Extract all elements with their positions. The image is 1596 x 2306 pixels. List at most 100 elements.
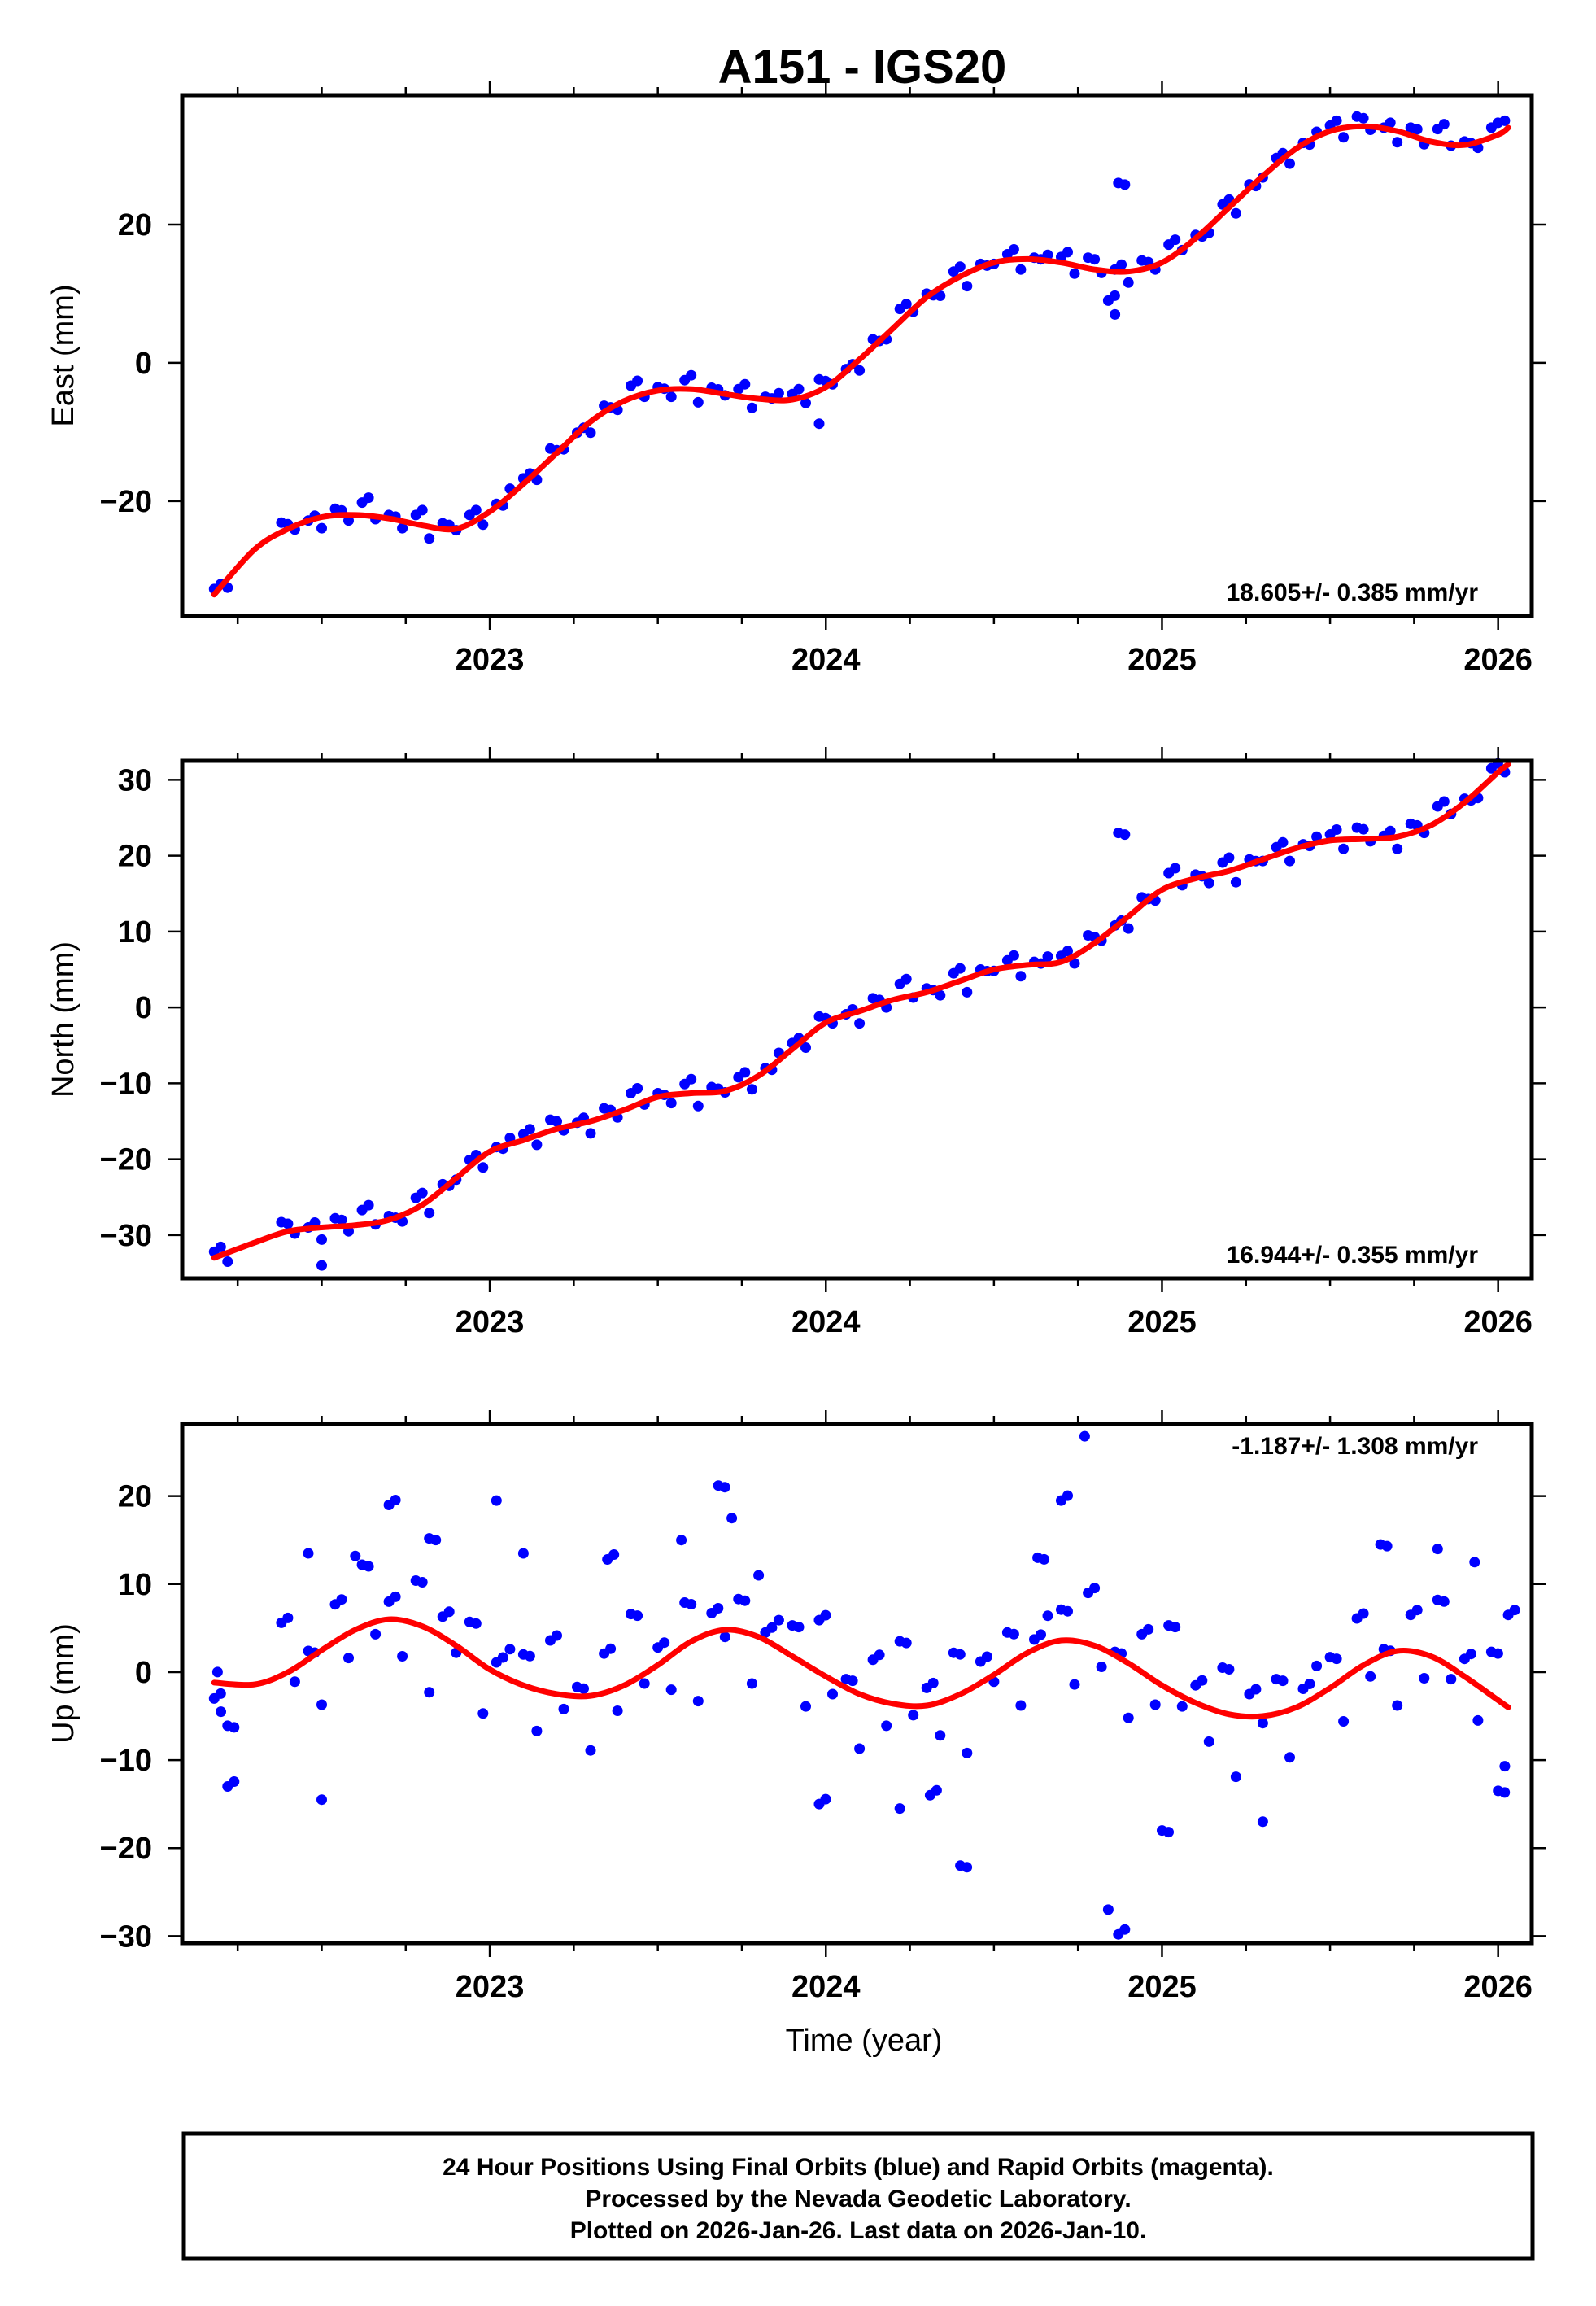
east-data-point <box>1110 308 1121 320</box>
x-tick-label: 2023 <box>456 1305 525 1339</box>
up-data-point <box>665 1684 677 1696</box>
up-data-point <box>1438 1596 1450 1607</box>
up-data-point <box>1089 1583 1101 1594</box>
north-data-point <box>1223 852 1235 863</box>
up-data-point <box>800 1701 811 1712</box>
up-data-point <box>793 1622 805 1633</box>
up-data-point <box>390 1495 401 1505</box>
east-data-point <box>1284 158 1295 169</box>
north-data-point <box>416 1187 428 1199</box>
east-data-point <box>1385 117 1396 129</box>
north-data-point <box>1338 843 1350 854</box>
east-data-point <box>632 375 643 387</box>
up-data-point <box>881 1720 892 1732</box>
up-rate-label: -1.187+/- 1.308 mm/yr <box>1232 1433 1478 1460</box>
east-data-point <box>363 492 374 504</box>
x-tick-label: 2025 <box>1127 1970 1197 2004</box>
north-data-point <box>692 1100 704 1112</box>
up-data-point <box>1096 1662 1107 1672</box>
x-tick-label: 2026 <box>1463 643 1533 677</box>
up-data-point <box>477 1708 489 1719</box>
north-data-point <box>962 986 973 998</box>
up-data-point <box>336 1594 347 1605</box>
x-tick-label: 2023 <box>456 643 525 677</box>
up-data-point <box>820 1793 831 1805</box>
east-data-point <box>1119 179 1131 190</box>
up-data-point <box>753 1570 765 1581</box>
up-data-point <box>1143 1623 1154 1635</box>
north-data-point <box>1385 825 1396 836</box>
north-data-point <box>222 1256 233 1267</box>
up-data-point <box>1304 1679 1315 1689</box>
up-data-point <box>1338 1716 1350 1727</box>
north-data-point <box>424 1208 435 1219</box>
north-data-point <box>282 1218 294 1229</box>
up-data-point <box>773 1614 784 1626</box>
north-data-point <box>1062 946 1073 957</box>
east-data-point <box>470 504 482 516</box>
panel-up: 2023 2024 2025 2026 −30 −20 −10 0 10 20 Up (mm) -… <box>46 1410 1546 2004</box>
footer-box: 24 Hour Positions Using Final Orbits (bl… <box>181 2131 1535 2261</box>
up-data-point <box>931 1784 942 1796</box>
y-tick-label: 20 <box>118 1480 152 1514</box>
north-data-point <box>1008 950 1019 961</box>
up-data-point <box>416 1577 428 1588</box>
east-data-point <box>1116 259 1127 270</box>
up-data-point <box>692 1696 704 1707</box>
up-data-point <box>1446 1674 1457 1685</box>
up-data-point <box>612 1705 623 1716</box>
up-data-point <box>1062 1605 1073 1617</box>
up-data-point <box>1499 1761 1511 1772</box>
east-data-point <box>1392 137 1403 148</box>
y-tick-label: 0 <box>135 347 152 381</box>
up-data-point <box>229 1722 240 1733</box>
up-data-point <box>1230 1771 1241 1783</box>
east-data-point <box>1069 268 1080 279</box>
east-data-point <box>1438 119 1450 130</box>
north-data-point <box>1170 863 1181 874</box>
x-tick-label: 2025 <box>1127 1305 1197 1339</box>
east-data-point <box>1008 244 1019 255</box>
up-data-point <box>1284 1752 1295 1763</box>
up-data-point <box>659 1637 670 1649</box>
up-data-point <box>1176 1701 1188 1712</box>
up-data-point <box>726 1513 738 1524</box>
up-data-point <box>1223 1664 1235 1675</box>
up-data-point <box>935 1730 946 1741</box>
y-tick-label: −20 <box>100 1832 152 1866</box>
up-data-point <box>1411 1605 1423 1616</box>
up-data-point <box>1203 1736 1214 1747</box>
up-data-point <box>1499 1787 1511 1798</box>
north-data-point <box>477 1162 489 1173</box>
north-data-point <box>1230 876 1241 888</box>
up-data-point <box>363 1561 374 1572</box>
north-data-point <box>316 1234 327 1245</box>
up-data-point <box>1472 1714 1484 1726</box>
up-data-point <box>303 1548 314 1559</box>
x-tick-label: 2026 <box>1463 1305 1533 1339</box>
up-data-point <box>491 1495 502 1506</box>
north-data-point <box>954 963 966 974</box>
up-data-point <box>1015 1700 1027 1711</box>
up-data-point <box>1250 1684 1262 1695</box>
east-data-point <box>1170 234 1181 246</box>
up-data-point <box>316 1794 327 1806</box>
east-fit-line <box>211 123 1511 598</box>
up-data-point <box>962 1747 973 1758</box>
north-data-point <box>1311 831 1323 842</box>
north-data-point <box>1438 796 1450 807</box>
north-ylabel: North (mm) <box>46 941 81 1098</box>
footer-line-3: Plotted on 2026-Jan-26. Last data on 202… <box>570 2217 1147 2244</box>
north-data-point <box>1331 824 1342 835</box>
up-data-point <box>216 1706 226 1718</box>
up-data-point <box>430 1535 442 1546</box>
up-data-point <box>686 1599 697 1609</box>
north-data-point <box>316 1260 327 1271</box>
east-data-point <box>813 418 825 430</box>
east-data-point <box>1492 117 1503 129</box>
up-data-point <box>470 1618 482 1629</box>
y-tick-label: −20 <box>100 1143 152 1177</box>
north-data-point <box>739 1067 751 1078</box>
north-data-point <box>900 973 912 985</box>
